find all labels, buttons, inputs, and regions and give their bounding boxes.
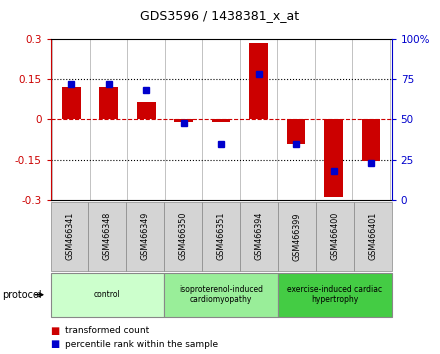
Bar: [62, 87, 81, 120]
Bar: [362, 120, 380, 161]
Bar: [174, 120, 193, 122]
Text: ■: ■: [51, 326, 60, 336]
Text: exercise-induced cardiac
hypertrophy: exercise-induced cardiac hypertrophy: [287, 285, 382, 304]
Text: GSM466401: GSM466401: [368, 212, 377, 261]
Bar: [99, 87, 118, 120]
Bar: [137, 102, 155, 120]
Text: GSM466351: GSM466351: [216, 212, 226, 261]
Bar: [212, 120, 231, 122]
Text: GSM466399: GSM466399: [292, 212, 301, 261]
Text: transformed count: transformed count: [65, 326, 149, 336]
Bar: [324, 120, 343, 197]
Text: GSM466349: GSM466349: [141, 212, 150, 261]
Bar: [287, 120, 305, 144]
Text: GSM466341: GSM466341: [65, 212, 74, 261]
Bar: [249, 43, 268, 120]
Text: GSM466394: GSM466394: [254, 212, 264, 261]
Text: GSM466400: GSM466400: [330, 212, 339, 261]
Text: protocol: protocol: [2, 290, 42, 300]
Text: isoproterenol-induced
cardiomyopathy: isoproterenol-induced cardiomyopathy: [179, 285, 263, 304]
Text: percentile rank within the sample: percentile rank within the sample: [65, 339, 218, 349]
Text: ■: ■: [51, 339, 60, 349]
Text: GDS3596 / 1438381_x_at: GDS3596 / 1438381_x_at: [140, 9, 300, 22]
Text: control: control: [94, 290, 121, 299]
Text: GSM466348: GSM466348: [103, 212, 112, 261]
Text: GSM466350: GSM466350: [179, 212, 188, 261]
